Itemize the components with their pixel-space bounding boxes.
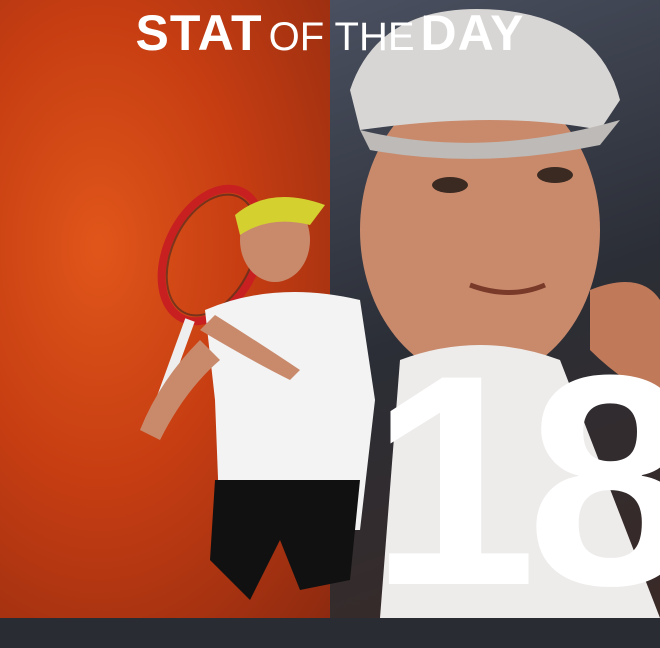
- player-portrait: [350, 9, 660, 618]
- stat-value: 18: [370, 312, 660, 648]
- player-action: [140, 184, 375, 600]
- title-of-the: OF THE: [268, 15, 415, 59]
- title-day: DAY: [420, 5, 525, 61]
- stat-of-the-day-title: STAT OF THE DAY: [0, 4, 660, 62]
- title-stat: STAT: [135, 5, 263, 61]
- player-illustrations: [140, 9, 660, 618]
